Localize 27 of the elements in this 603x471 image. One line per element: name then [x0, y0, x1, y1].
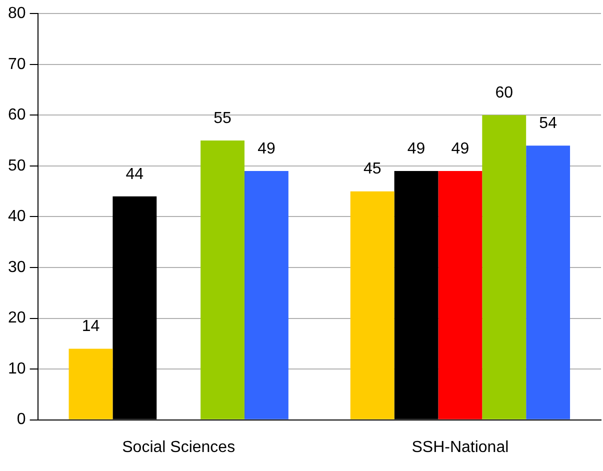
bar [200, 140, 244, 420]
y-tick-label: 20 [8, 310, 26, 327]
data-label: 49 [258, 140, 276, 158]
data-label: 60 [495, 84, 514, 102]
data-label: 55 [214, 110, 232, 127]
x-tick-label: SSH-National [412, 438, 509, 456]
bar [526, 146, 570, 420]
y-tick-label: 50 [8, 157, 26, 174]
bar [482, 115, 526, 420]
y-tick-label: 80 [8, 5, 26, 22]
data-label: 14 [82, 318, 100, 336]
y-tick-label: 10 [8, 360, 26, 378]
bar [244, 171, 288, 420]
data-label: 54 [539, 115, 558, 132]
data-label: 49 [451, 140, 470, 158]
y-tick-label: 60 [8, 106, 26, 124]
data-label: 44 [126, 166, 144, 183]
y-tick-label: 40 [8, 208, 26, 226]
bar [350, 191, 394, 420]
y-tick-label: 70 [8, 56, 26, 73]
y-tick-label: 0 [16, 411, 26, 428]
x-tick-label: Social Sciences [122, 438, 236, 456]
bar [68, 348, 113, 420]
data-label: 49 [407, 140, 426, 158]
bar [438, 171, 482, 420]
y-tick-label: 30 [8, 258, 26, 276]
data-label: 45 [363, 160, 382, 178]
